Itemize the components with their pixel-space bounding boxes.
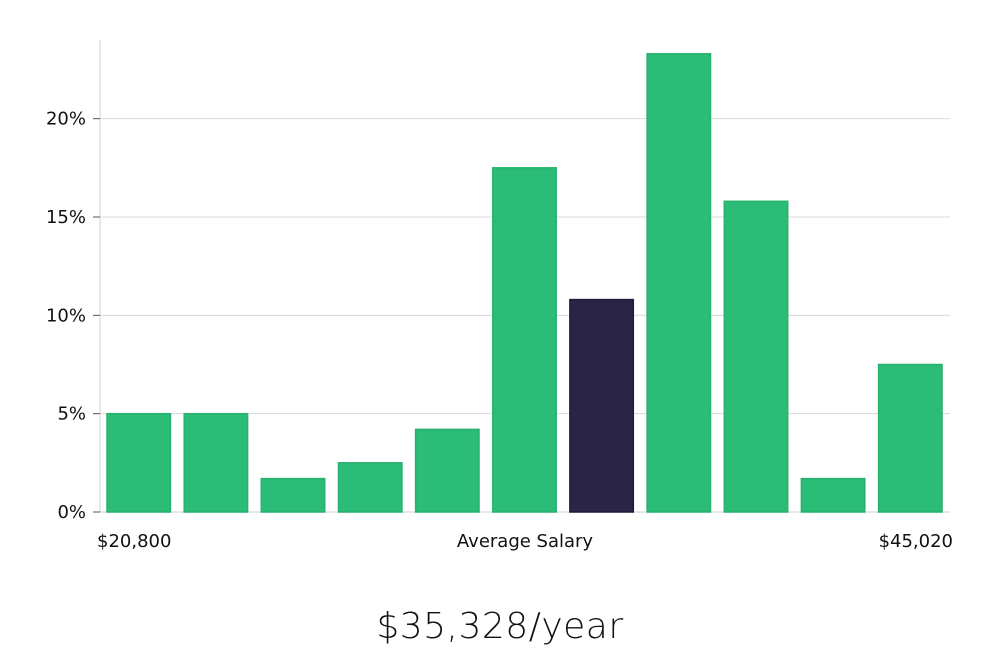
x-axis-label: Average Salary [457,531,594,552]
bar [183,412,249,513]
bar-highlighted [569,298,635,513]
y-tick-label: 5% [57,404,86,425]
y-tick-label: 15% [46,207,86,228]
salary-distribution-chart: 0% 5% 10% 15% 20% $20,800 Average Salary $45… [46,40,953,552]
bars-layer [106,53,943,513]
x-min-label: $20,800 [97,531,171,552]
bar [877,363,943,513]
x-max-label: $45,020 [879,531,953,552]
bar [414,428,480,513]
y-tick-label: 10% [46,305,86,326]
y-tick-label: 0% [57,502,86,523]
y-tick-label: 20% [46,109,86,130]
bar [337,462,403,513]
bar [260,477,326,513]
bar [646,53,712,513]
bar [492,167,557,513]
bar [106,412,172,513]
bar [800,477,866,513]
y-tick-labels: 0% 5% 10% 15% 20% [46,109,86,523]
bar [723,200,789,513]
average-salary-value: $35,328/year [376,606,624,647]
